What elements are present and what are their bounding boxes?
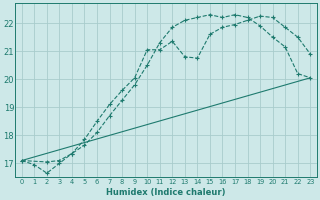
- X-axis label: Humidex (Indice chaleur): Humidex (Indice chaleur): [106, 188, 226, 197]
